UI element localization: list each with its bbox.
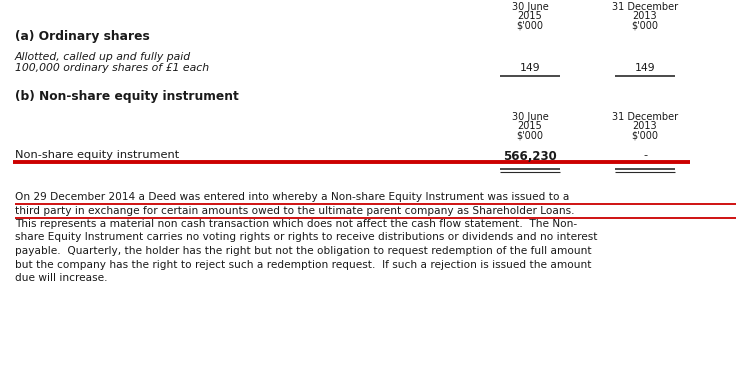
- Text: (b) Non-share equity instrument: (b) Non-share equity instrument: [15, 90, 238, 103]
- Text: 149: 149: [634, 63, 656, 73]
- Text: due will increase.: due will increase.: [15, 273, 107, 283]
- Text: $'000: $'000: [632, 130, 658, 140]
- Text: -: -: [643, 150, 647, 160]
- Text: 30 June: 30 June: [512, 2, 548, 12]
- Text: third party in exchange for certain amounts owed to the ultimate parent company : third party in exchange for certain amou…: [15, 206, 574, 216]
- Text: $'000: $'000: [517, 130, 544, 140]
- Text: On 29 December 2014 a Deed was entered into whereby a Non-share Equity Instrumen: On 29 December 2014 a Deed was entered i…: [15, 192, 569, 202]
- Text: Allotted, called up and fully paid: Allotted, called up and fully paid: [15, 52, 191, 62]
- Text: 30 June: 30 June: [512, 112, 548, 122]
- Text: payable.  Quarterly, the holder has the right but not the obligation to request : payable. Quarterly, the holder has the r…: [15, 246, 592, 256]
- Text: 566,230: 566,230: [503, 150, 556, 163]
- Text: 31 December: 31 December: [612, 2, 678, 12]
- Text: $'000: $'000: [517, 20, 544, 30]
- Text: $'000: $'000: [632, 20, 658, 30]
- Text: but the company has the right to reject such a redemption request.  If such a re: but the company has the right to reject …: [15, 260, 592, 270]
- Text: 2015: 2015: [518, 121, 542, 131]
- Text: Non-share equity instrument: Non-share equity instrument: [15, 150, 179, 160]
- Text: 149: 149: [520, 63, 540, 73]
- Text: 31 December: 31 December: [612, 112, 678, 122]
- Text: share Equity Instrument carries no voting rights or rights to receive distributi: share Equity Instrument carries no votin…: [15, 232, 598, 242]
- Text: 2015: 2015: [518, 11, 542, 21]
- Text: This represents a material non cash transaction which does not affect the cash f: This represents a material non cash tran…: [15, 219, 578, 229]
- Text: 2013: 2013: [633, 11, 657, 21]
- Text: 2013: 2013: [633, 121, 657, 131]
- Text: 100,000 ordinary shares of £1 each: 100,000 ordinary shares of £1 each: [15, 63, 209, 73]
- Text: (a) Ordinary shares: (a) Ordinary shares: [15, 30, 150, 43]
